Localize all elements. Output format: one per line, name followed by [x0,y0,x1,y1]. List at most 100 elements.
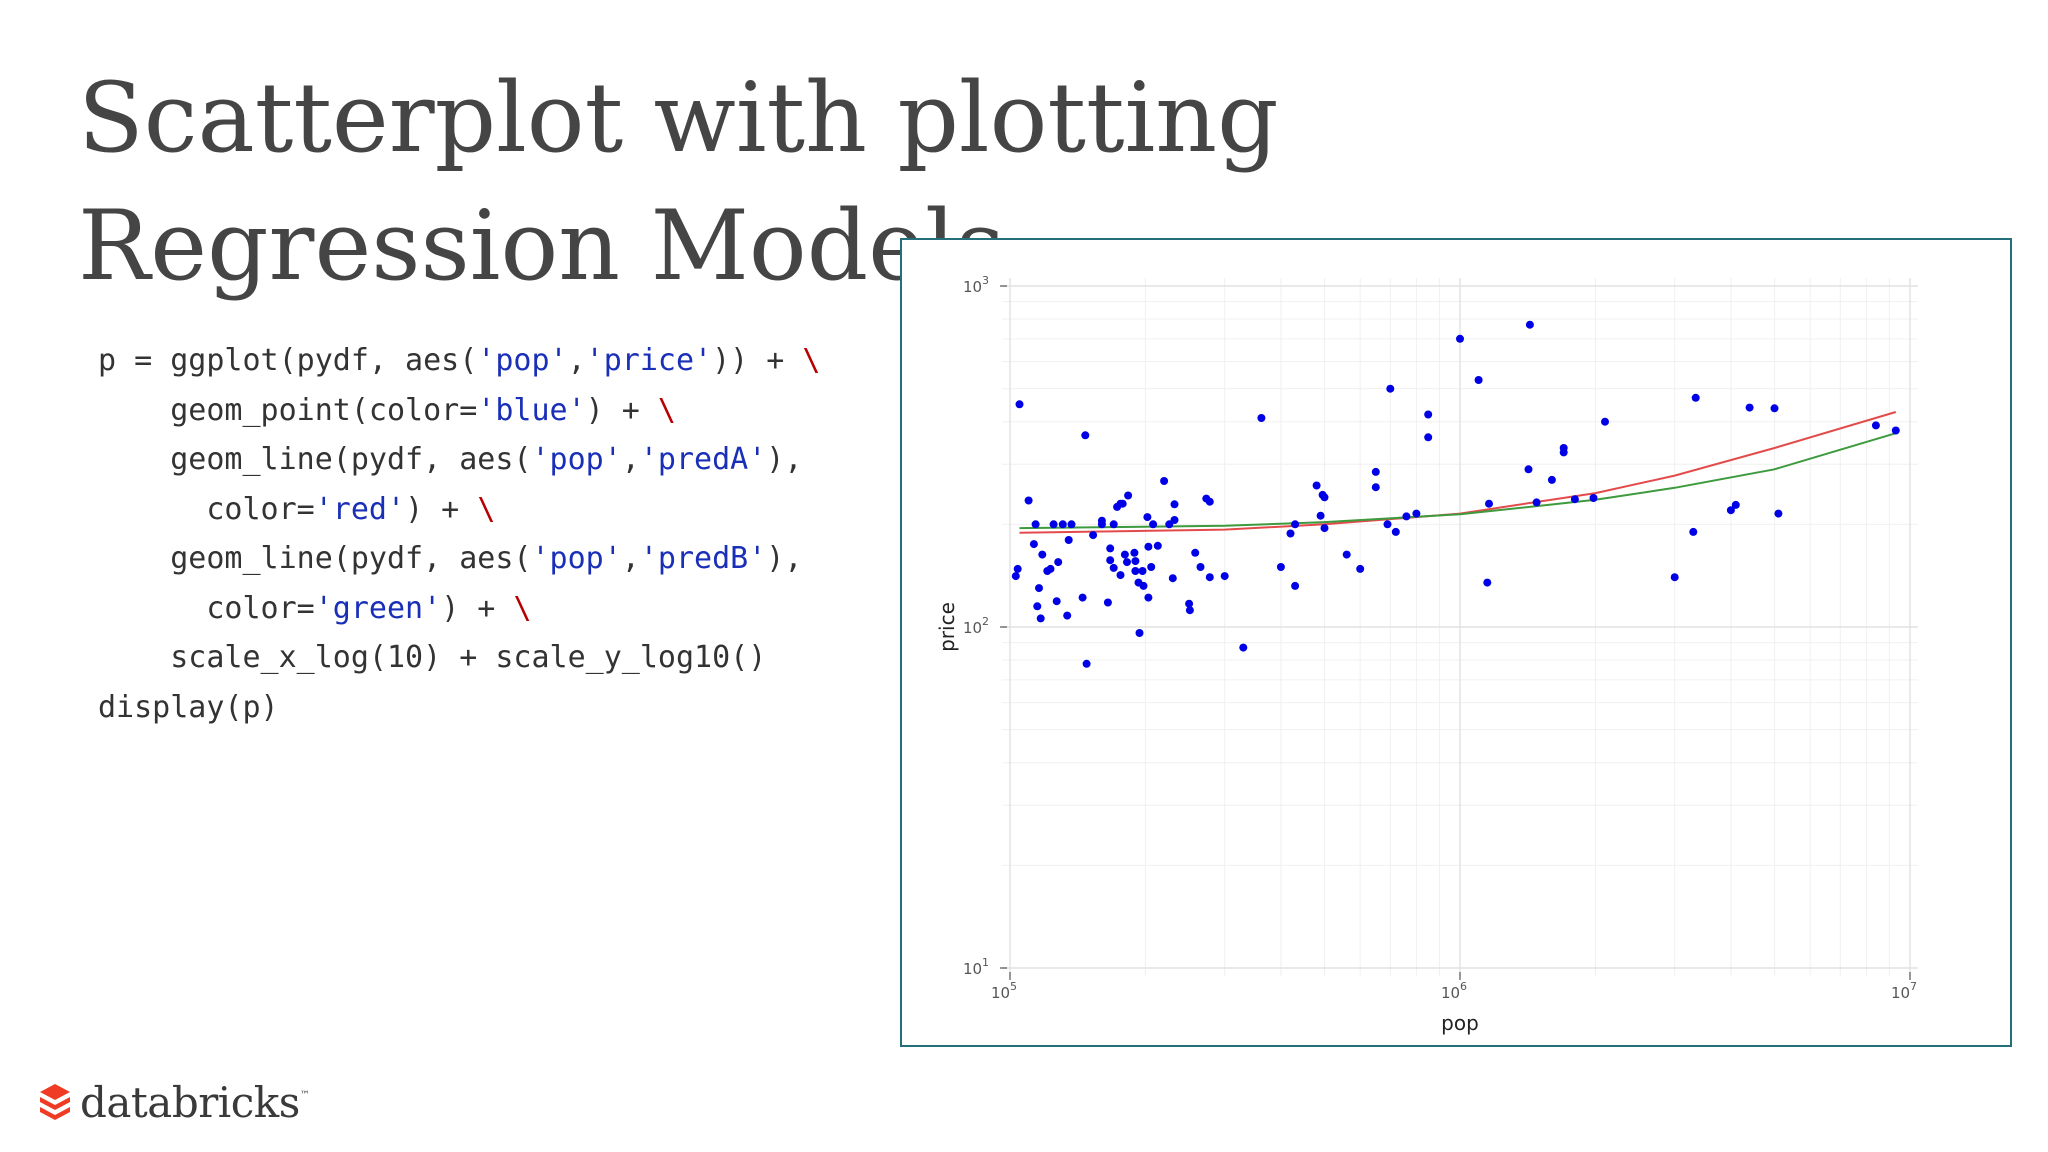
data-point [1052,597,1061,606]
data-point [1135,629,1144,637]
data-point [1257,414,1266,422]
data-point [1067,520,1076,529]
code-string: 'pop' [477,343,568,378]
y-tick-base: 10 [963,619,982,637]
data-point [1144,593,1153,602]
data-point [1383,520,1392,529]
code-line: geom_point(color='blue') + \ [98,386,820,436]
data-point [1149,520,1158,529]
data-point [1147,563,1156,571]
data-point [1524,465,1533,474]
data-point [1547,475,1556,484]
data-point [1291,581,1300,590]
series-line-predA [1019,411,1897,534]
data-point [1116,571,1125,580]
data-point [1064,536,1073,544]
data-point [1770,404,1779,413]
data-point [1024,496,1033,505]
y-tick-exponent: 2 [982,615,989,628]
y-tick-exponent: 3 [982,274,989,287]
data-point [1276,563,1285,571]
data-point [1342,550,1351,559]
x-tick-exponent: 7 [1910,980,1917,993]
data-point [1559,448,1568,457]
data-point [1570,495,1579,504]
code-line: display(p) [98,683,820,733]
data-point [1532,498,1541,507]
series-line-predB [1019,432,1897,530]
code-string: 'pop' [531,541,622,576]
data-point [1485,499,1493,508]
data-point [1483,578,1492,587]
data-point [1170,516,1179,524]
x-tick-label: 105 [991,980,1017,1002]
data-point [1424,410,1433,419]
data-point [1286,529,1295,538]
data-point [1168,574,1177,583]
data-point [1601,417,1609,426]
code-string: 'predB' [639,541,767,576]
code-text: geom_line(pydf, aes( [98,442,532,477]
data-point [1745,403,1754,412]
code-block: p = ggplot(pydf, aes('pop','price')) + \… [98,336,820,732]
data-point [1320,524,1329,533]
x-tick-base: 10 [1891,984,1910,1002]
data-point [1356,564,1365,573]
x-tick-label: 106 [1441,980,1467,1002]
code-continuation: \ [513,590,532,626]
x-axis-label: pop [1441,1011,1479,1035]
data-point [1525,320,1534,329]
data-point [1143,513,1152,522]
data-point [1063,611,1072,620]
data-point [1191,548,1200,557]
data-point [1402,512,1411,521]
y-tick-label: 101 [963,956,989,978]
data-point [1103,598,1112,607]
code-text: geom_point(color= [98,392,478,428]
code-string: 'predA' [639,442,767,477]
code-text: ) + [441,590,514,626]
data-point [1371,467,1380,476]
databricks-logo-text: databricks [80,1077,300,1127]
data-point [1196,563,1205,571]
y-tick-exponent: 1 [982,956,989,969]
x-tick-exponent: 5 [1010,980,1017,993]
code-text: scale_x_log(10) + scale_y_log10() [98,640,767,675]
code-string: 'pop' [531,442,622,477]
data-point [1205,497,1214,506]
slide-title: Scatterplot with plotting Regression Mod… [78,62,1279,302]
data-point [1120,550,1129,559]
code-text: ) + [585,392,658,428]
data-point [1689,527,1698,536]
data-point [1054,558,1063,567]
code-text: , [621,442,640,477]
data-point [1424,433,1433,442]
code-line: color='green') + \ [98,584,820,634]
code-text: ), [766,442,803,477]
code-string: 'red' [314,491,406,527]
data-point [1138,567,1147,575]
data-point [1205,573,1214,582]
code-text: ) + [405,491,478,527]
data-point [1144,542,1153,551]
data-point [1089,531,1098,540]
x-tick-exponent: 6 [1460,980,1467,993]
data-point [1118,499,1127,508]
code-line: geom_line(pydf, aes('pop','predB'), [98,534,820,584]
data-point [1670,573,1679,582]
data-point [1013,564,1022,573]
code-text: display(p) [98,689,279,725]
code-string: 'blue' [477,392,586,428]
code-string: 'price' [585,343,713,378]
data-point [1078,593,1087,602]
data-point [1371,483,1380,492]
x-tick-base: 10 [1441,984,1460,1002]
data-point [1160,477,1169,485]
data-point [1109,520,1118,529]
code-string: 'green' [314,590,442,626]
data-point [1731,500,1740,509]
data-point [1097,516,1106,525]
databricks-logo-tm: ™ [299,1090,310,1101]
code-line: color='red') + \ [98,485,820,535]
